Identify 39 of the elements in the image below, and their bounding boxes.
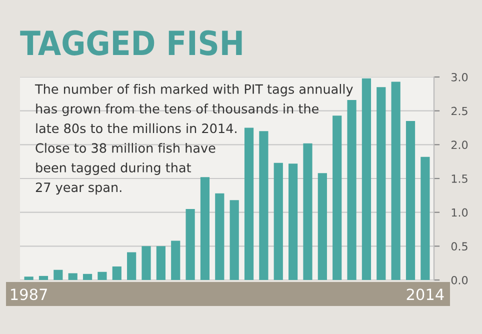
bar [82, 274, 92, 280]
annotation: The number of fish marked with PIT tags annually has grown from the tens of thousands in the late 80s to the millions in 2014. Close to 38 million fish have been tagged during that 27 year span. [34, 84, 353, 195]
bar [318, 173, 327, 280]
x-tick-label: 2014 [406, 288, 444, 300]
y-tick-label: 2.0 [451, 140, 468, 150]
bar [420, 156, 430, 280]
bar [391, 82, 400, 280]
bar [347, 100, 356, 280]
chart-title: TAGGED FISH [20, 30, 242, 56]
y-tick-label: 0.5 [451, 242, 468, 251]
bar [274, 162, 283, 280]
bar [38, 276, 48, 280]
bar [54, 270, 63, 280]
y-tick-label: 1.5 [452, 174, 468, 183]
bar [68, 273, 78, 280]
bar [406, 120, 416, 280]
bar [215, 193, 224, 280]
bar [156, 246, 166, 280]
bar [259, 131, 268, 280]
bar [186, 208, 195, 280]
x-tick-label: 1987 [11, 288, 47, 300]
bar [171, 240, 180, 280]
y-tick-label: 3.0 [452, 72, 468, 82]
bar [244, 128, 254, 280]
bar [24, 276, 34, 280]
bar [112, 266, 122, 280]
bar [200, 177, 210, 280]
bar [142, 246, 151, 280]
y-tick-label: 0.0 [451, 276, 468, 284]
bar [303, 143, 312, 280]
bar [230, 200, 239, 280]
bar [376, 87, 386, 280]
bar [98, 272, 107, 280]
bar [288, 164, 298, 280]
bar [127, 252, 136, 280]
bar [332, 116, 342, 280]
bar [362, 78, 372, 280]
y-tick-label: 2.5 [451, 106, 468, 116]
y-tick-label: 1.0 [452, 208, 468, 217]
